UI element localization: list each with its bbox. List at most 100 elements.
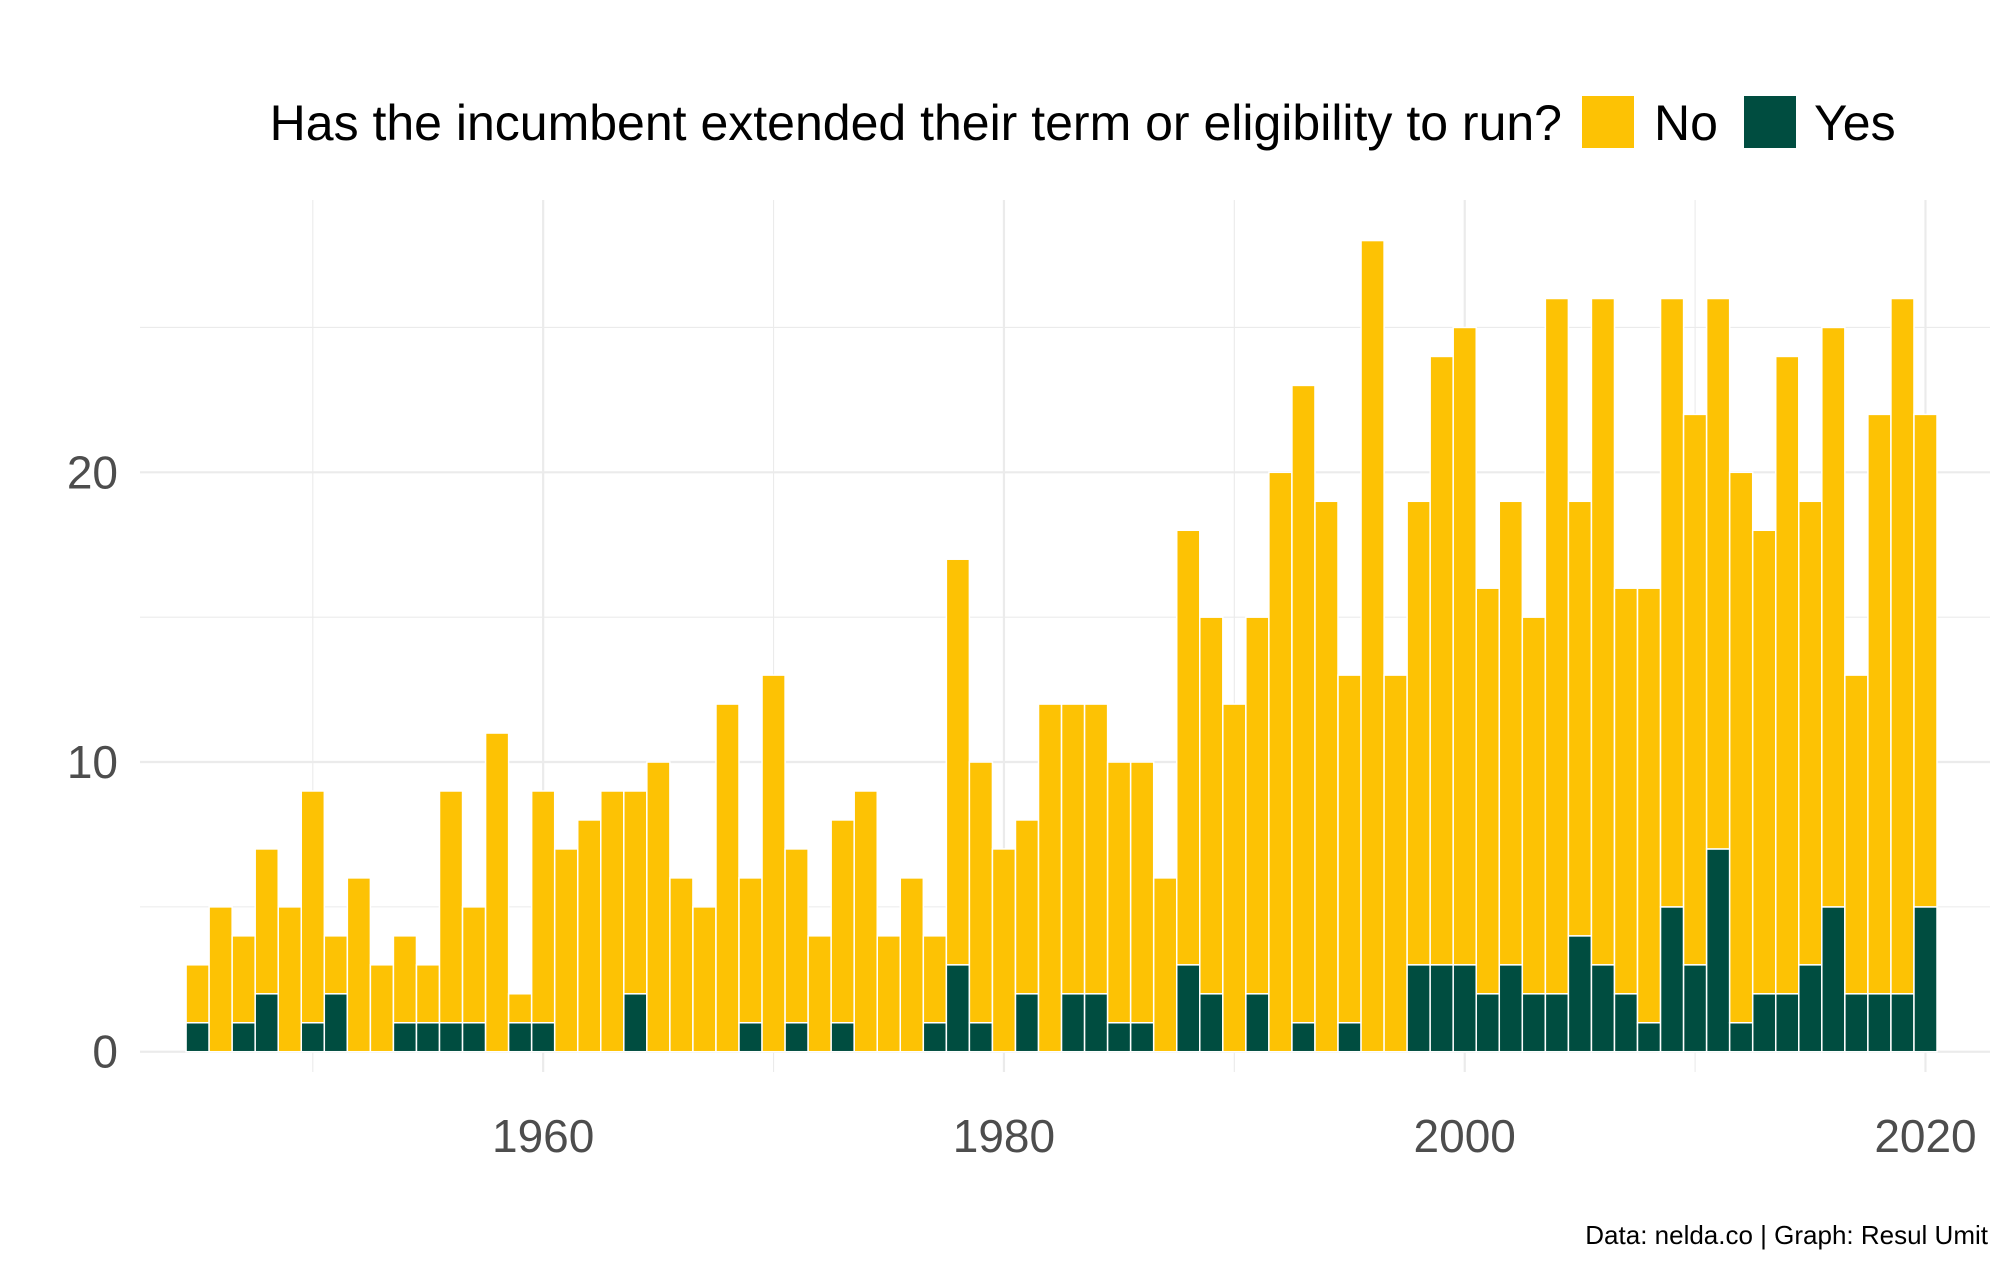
x-tick-label: 1960: [492, 1110, 594, 1162]
bar-no-1969: [738, 877, 763, 1024]
bar-no-1972: [807, 935, 832, 1053]
bar-yes-1986: [1129, 1022, 1155, 1053]
bar-no-1975: [876, 935, 902, 1053]
bar-yes-1950: [300, 1022, 326, 1053]
bar-yes-2003: [1521, 993, 1547, 1053]
bar-no-2011: [1705, 297, 1731, 850]
bar-no-2003: [1521, 616, 1547, 995]
legend-label-no: No: [1654, 95, 1718, 151]
bar-no-1994: [1314, 500, 1339, 1053]
y-tick-label: 10: [67, 736, 118, 788]
bar-yes-2008: [1636, 1022, 1662, 1053]
bar-no-2017: [1844, 674, 1869, 995]
bar-no-1997: [1383, 674, 1408, 1053]
bar-no-1956: [438, 790, 464, 1024]
legend-key-yes: [1744, 96, 1796, 148]
bar-yes-1981: [1014, 993, 1040, 1053]
bar-yes-1959: [507, 1022, 533, 1053]
bar-yes-2016: [1821, 906, 1846, 1053]
bar-no-2001: [1475, 587, 1501, 995]
bar-no-2005: [1567, 500, 1593, 937]
bar-no-1946: [208, 906, 233, 1053]
bar-no-2014: [1774, 355, 1800, 995]
bar-yes-2012: [1728, 1022, 1754, 1053]
y-tick-label: 0: [92, 1026, 118, 1078]
bar-no-1982: [1037, 703, 1063, 1053]
bars: [185, 239, 1938, 1053]
bar-no-1989: [1199, 616, 1224, 995]
bar-yes-1945: [185, 1022, 210, 1053]
bar-no-1959: [507, 993, 533, 1024]
bar-yes-2015: [1798, 964, 1823, 1053]
legend-key-no: [1582, 96, 1634, 148]
bar-yes-1991: [1245, 993, 1270, 1053]
bar-yes-1956: [438, 1022, 464, 1053]
bar-no-1995: [1337, 674, 1362, 1024]
bar-no-1960: [530, 790, 556, 1024]
bar-yes-1955: [415, 1022, 441, 1053]
bar-no-2008: [1636, 587, 1662, 1024]
bar-no-2002: [1498, 500, 1524, 966]
bar-yes-1984: [1083, 993, 1109, 1053]
bar-no-1957: [461, 906, 487, 1024]
bar-no-1988: [1175, 529, 1201, 966]
bar-yes-1978: [945, 964, 971, 1053]
x-axis-tick-labels: 1960 1980 2000 2020: [492, 1110, 1977, 1162]
bar-yes-2018: [1867, 993, 1892, 1053]
bar-no-1973: [830, 819, 855, 1024]
bar-no-2020: [1913, 413, 1938, 908]
bar-no-1974: [853, 790, 878, 1053]
bar-no-1985: [1106, 761, 1132, 1024]
bar-no-2006: [1590, 297, 1616, 966]
bar-yes-2013: [1751, 993, 1777, 1053]
bar-no-1996: [1360, 239, 1385, 1053]
bar-no-2004: [1544, 297, 1570, 995]
bar-no-1947: [231, 935, 256, 1024]
bar-yes-2000: [1452, 964, 1477, 1053]
legend: Has the incumbent extended their term or…: [270, 95, 1896, 151]
bar-no-1998: [1406, 500, 1431, 966]
bar-no-1992: [1268, 471, 1293, 1053]
bar-yes-1969: [738, 1022, 763, 1053]
bar-no-1952: [346, 877, 372, 1053]
bar-yes-2002: [1498, 964, 1524, 1053]
bar-no-1983: [1060, 703, 1086, 995]
bar-yes-1988: [1175, 964, 1201, 1053]
bar-no-2000: [1452, 326, 1477, 966]
bar-no-1967: [692, 906, 717, 1053]
bar-no-1950: [300, 790, 326, 1024]
bar-no-1971: [784, 848, 809, 1024]
bar-no-1999: [1429, 355, 1454, 966]
bar-yes-2004: [1544, 993, 1570, 1053]
bar-yes-1977: [922, 1022, 948, 1053]
bar-yes-2020: [1913, 906, 1938, 1053]
bar-no-1980: [991, 848, 1017, 1053]
bar-yes-2006: [1590, 964, 1616, 1053]
x-tick-label: 2000: [1414, 1110, 1516, 1162]
bar-yes-1973: [830, 1022, 855, 1053]
bar-no-2007: [1613, 587, 1639, 995]
bar-no-1945: [185, 964, 210, 1024]
bar-yes-2005: [1567, 935, 1593, 1053]
bar-no-1949: [277, 906, 303, 1053]
bar-no-2018: [1867, 413, 1892, 995]
bar-yes-1954: [392, 1022, 418, 1053]
bar-yes-1989: [1199, 993, 1224, 1053]
bar-no-1993: [1291, 384, 1316, 1024]
bar-no-1954: [392, 935, 418, 1024]
bar-no-2016: [1821, 326, 1846, 908]
bar-no-1978: [945, 558, 971, 966]
legend-label-yes: Yes: [1814, 95, 1896, 151]
bar-no-1977: [922, 935, 948, 1024]
bar-no-1976: [899, 877, 925, 1053]
bar-no-1979: [968, 761, 994, 1024]
bar-yes-2001: [1475, 993, 1501, 1053]
y-axis-tick-labels: 0 10 20: [67, 446, 118, 1077]
bar-no-1963: [600, 790, 625, 1053]
x-tick-label: 2020: [1874, 1110, 1976, 1162]
bar-yes-1948: [254, 993, 279, 1053]
bar-no-2012: [1728, 471, 1754, 1024]
bar-no-1958: [484, 732, 510, 1053]
bar-yes-1983: [1060, 993, 1086, 1053]
